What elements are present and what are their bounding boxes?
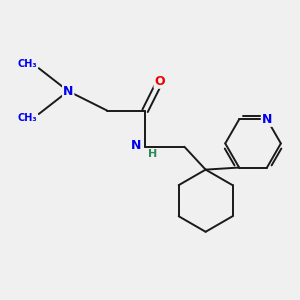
Text: H: H: [148, 149, 157, 159]
Text: CH₃: CH₃: [17, 113, 37, 123]
Text: O: O: [154, 75, 165, 88]
Text: CH₃: CH₃: [17, 59, 37, 69]
Text: N: N: [131, 139, 141, 152]
Text: N: N: [63, 85, 74, 98]
Text: N: N: [262, 113, 272, 126]
